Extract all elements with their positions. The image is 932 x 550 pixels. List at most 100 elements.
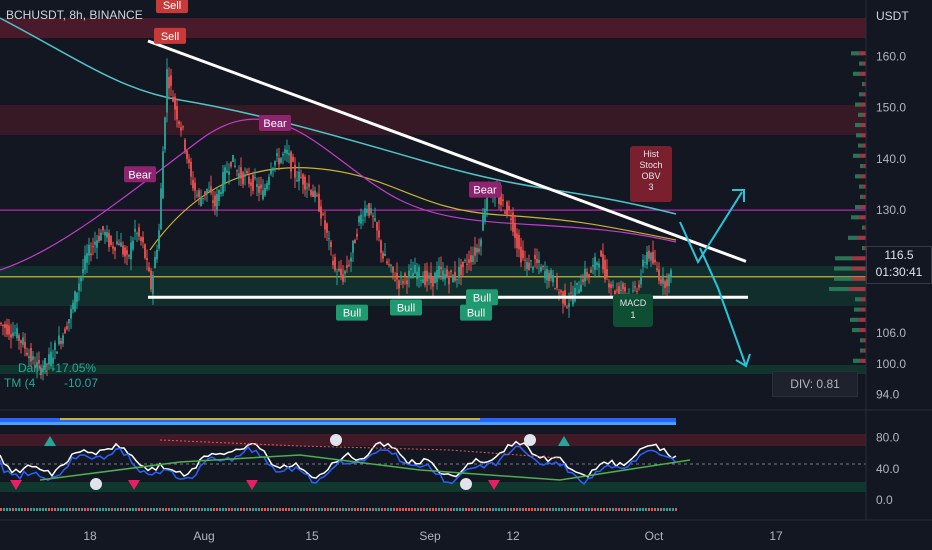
candle-body: [604, 259, 606, 280]
resistance-trendline: [147, 39, 747, 263]
price-tick-label: 160.0: [876, 49, 906, 63]
oscillator-histogram-bar: [135, 508, 137, 511]
volume-profile-bar: [858, 317, 866, 322]
bull-signal: Bull: [467, 308, 485, 320]
time-tick-label: 15: [305, 529, 319, 543]
candle-body: [570, 292, 572, 294]
candle-body: [298, 171, 300, 182]
oscillator-histogram-bar: [261, 508, 263, 511]
oscillator-histogram-bar: [600, 508, 602, 511]
oscillator-histogram-bar: [204, 508, 206, 511]
candle-body: [574, 287, 576, 302]
candle-body: [520, 246, 522, 263]
candle-body: [48, 354, 50, 365]
oscillator-histogram-bar: [15, 508, 17, 511]
candle-body: [80, 276, 82, 282]
oscillator-histogram-bar: [105, 508, 107, 511]
candle-body: [636, 290, 638, 292]
oscillator-histogram-bar: [318, 508, 320, 511]
candle-body: [594, 256, 596, 270]
candle-body: [422, 279, 424, 283]
candle-body: [486, 192, 488, 212]
candle-body: [258, 186, 260, 193]
candle-body: [416, 271, 418, 280]
candle-body: [98, 235, 100, 242]
candle-body: [460, 264, 462, 276]
oscillator-histogram-bar: [144, 508, 146, 511]
time-tick-label: 17: [769, 529, 783, 543]
candle-body: [480, 239, 482, 247]
candle-body: [646, 252, 648, 265]
candle-body: [304, 176, 306, 190]
oscillator-histogram-bar: [579, 508, 581, 511]
time-tick-label: Aug: [193, 529, 214, 543]
price-tick-label: 150.0: [876, 101, 906, 115]
candle-body: [224, 167, 226, 184]
candle-body: [250, 182, 252, 186]
oscillator-histogram-bar: [123, 508, 125, 511]
candle-body: [24, 341, 26, 349]
oscillator-histogram-bar: [39, 508, 41, 511]
bear-signal-bg: [124, 166, 156, 183]
oscillator-histogram-bar: [618, 508, 620, 511]
oscillator-histogram-bar: [51, 508, 53, 511]
candle-body: [288, 153, 290, 156]
oscillator-histogram-bar: [378, 508, 380, 511]
oscillator-histogram-bar: [252, 508, 254, 511]
oscillator-histogram-bar: [330, 508, 332, 511]
candle-body: [466, 263, 468, 266]
candle-body: [52, 357, 54, 364]
candle-body: [328, 238, 330, 240]
candle-body: [104, 232, 106, 236]
candle-body: [498, 195, 500, 205]
volume-profile-bar: [863, 348, 866, 353]
oscillator-histogram-bar: [573, 508, 575, 511]
candle-body: [434, 272, 436, 284]
candle-body: [38, 359, 40, 364]
candle-body: [20, 340, 22, 344]
candle-body: [582, 279, 584, 283]
time-tick-label: 12: [506, 529, 520, 543]
bull-signal: Bull: [473, 292, 491, 304]
candle-body: [656, 268, 658, 270]
daily-stat: Daily: -17.05%: [18, 361, 97, 375]
candle-body: [452, 275, 454, 283]
candle-body: [632, 290, 634, 292]
oscillator-histogram-bar: [534, 508, 536, 511]
candle-body: [276, 153, 278, 157]
candle-body: [110, 236, 112, 245]
oscillator-histogram-bar: [564, 508, 566, 511]
oscillator-histogram-bar: [81, 508, 83, 511]
candle-body: [118, 243, 120, 246]
oscillator-histogram-bar: [456, 508, 458, 511]
candle-body: [282, 153, 284, 156]
candle-body: [94, 241, 96, 245]
candle-body: [280, 157, 282, 163]
candle-body: [588, 274, 590, 277]
candle-body: [518, 234, 520, 250]
candle-body: [420, 279, 422, 281]
candle-body: [216, 194, 218, 211]
oscillator-histogram-bar: [450, 508, 452, 511]
oscillator-histogram-bar: [654, 508, 656, 511]
volume-profile-bar: [861, 297, 866, 302]
candle-body: [478, 248, 480, 252]
candle-body: [82, 269, 84, 273]
oscillator-histogram-bar: [270, 508, 272, 511]
candle-body: [444, 274, 446, 280]
candle-body: [502, 199, 504, 201]
volume-profile-bar: [862, 112, 866, 117]
time-axis[interactable]: 18 Aug 15 Sep 12 Oct 17: [83, 529, 783, 543]
candle-body: [168, 76, 170, 89]
candle-body: [44, 358, 46, 371]
volume-profile-bar: [861, 133, 866, 138]
candle-body: [90, 253, 92, 256]
candle-body: [312, 191, 314, 197]
oscillator-histogram-bar: [570, 508, 572, 511]
candle-body: [612, 284, 614, 286]
oscillator-histogram-bar: [549, 508, 551, 511]
candle-body: [182, 126, 184, 128]
oscillator-histogram-bar: [438, 508, 440, 511]
